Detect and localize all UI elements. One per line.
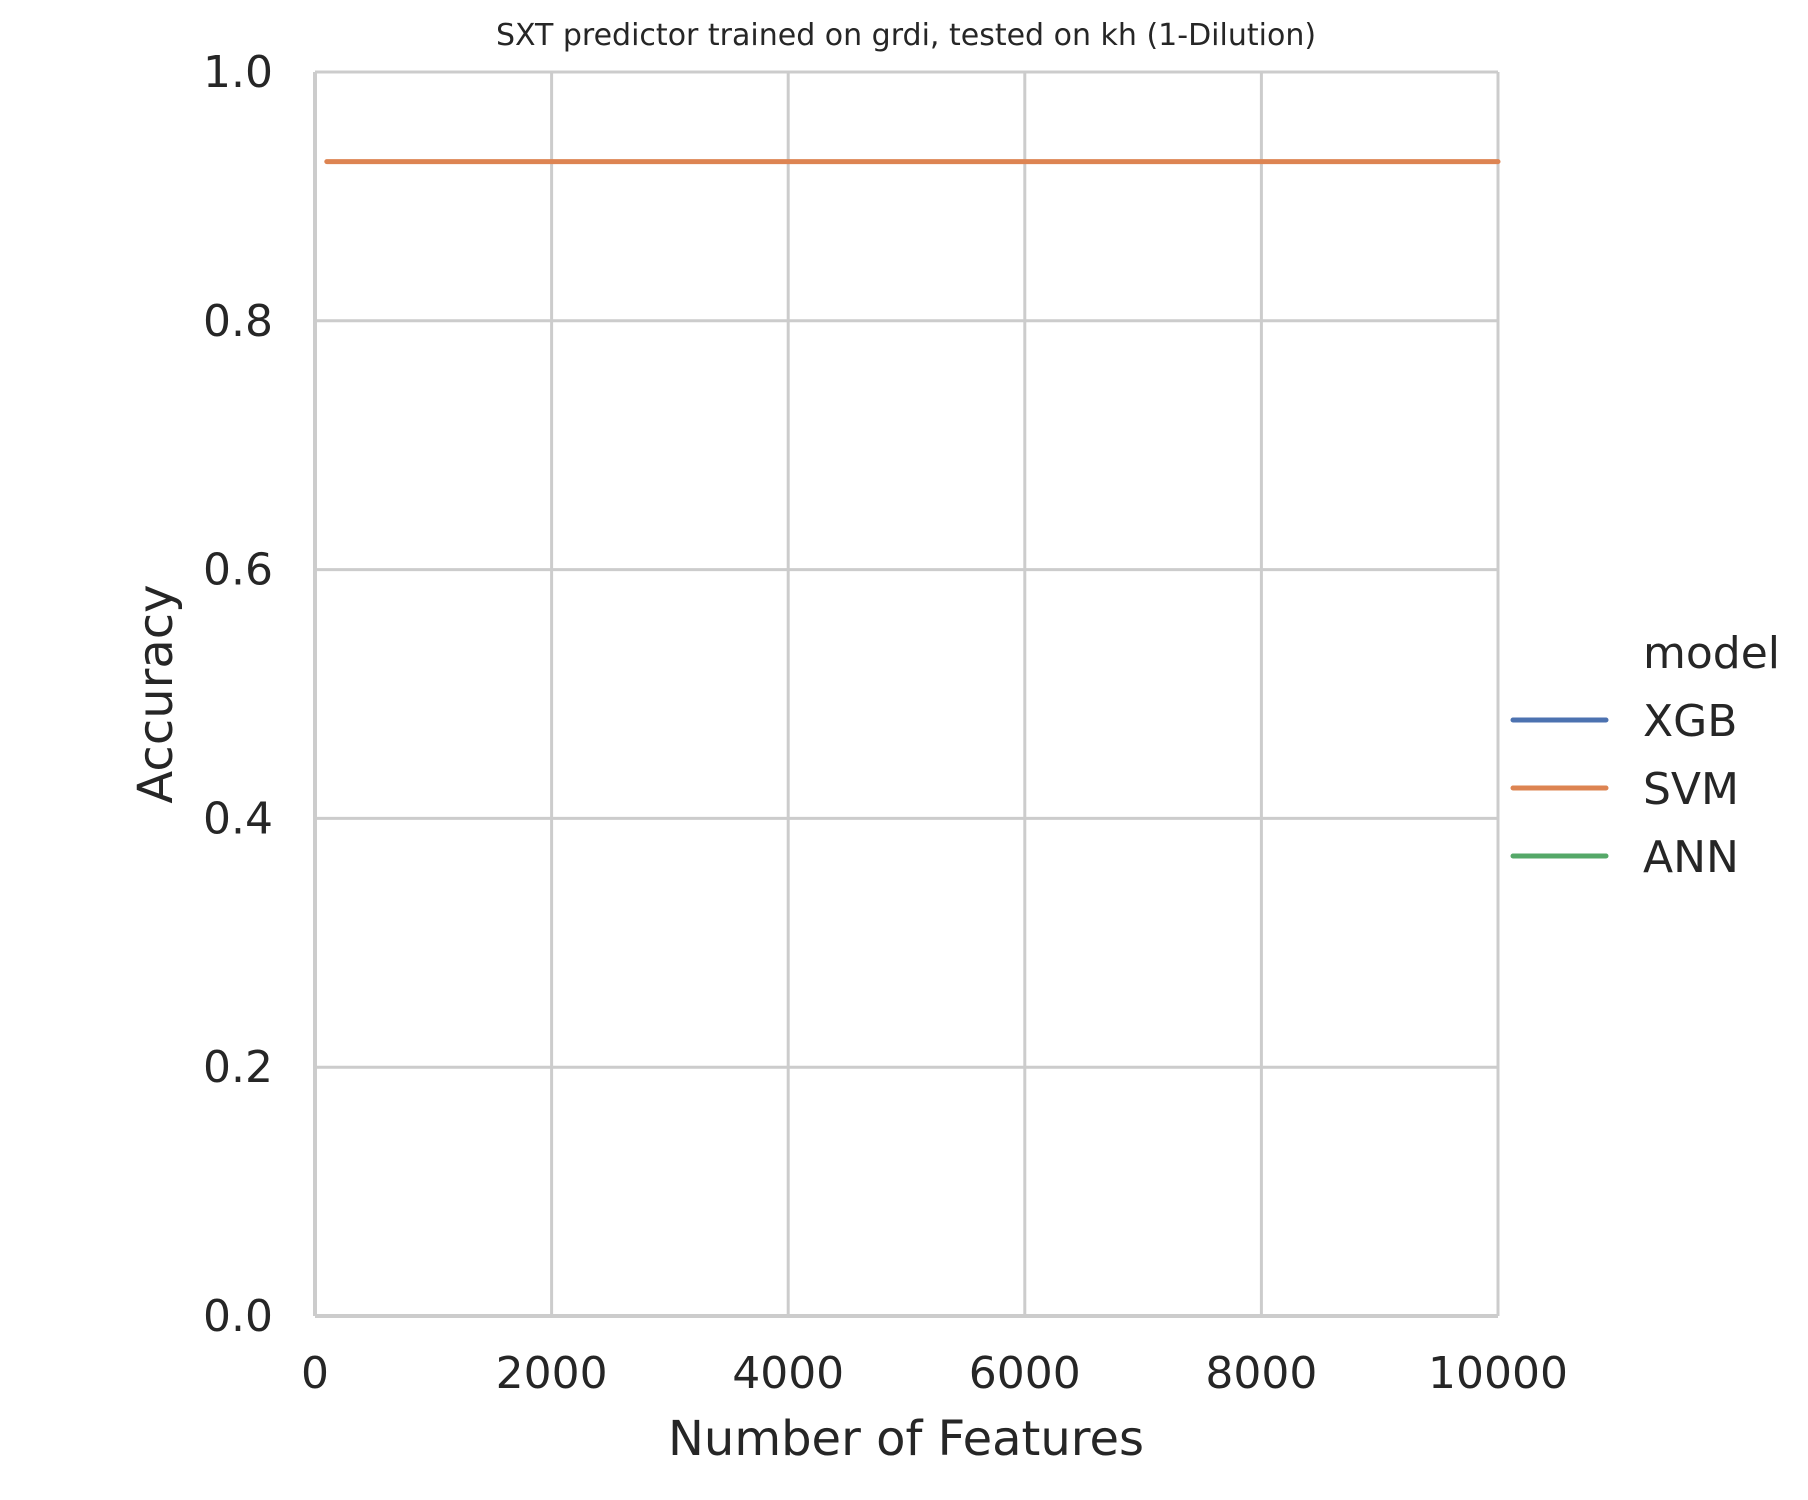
y-tick-label: 0.8 [203,296,273,347]
y-tick-label: 0.4 [203,793,273,844]
x-tick-label: 6000 [969,1348,1081,1399]
x-tick-label: 2000 [496,1348,608,1399]
legend-label-ann: ANN [1643,832,1739,883]
x-tick-label: 4000 [732,1348,844,1399]
legend: model XGB SVM ANN [1510,628,1780,883]
axes-spines [313,72,1498,1318]
legend-label-xgb: XGB [1643,696,1737,747]
legend-title: model [1643,628,1780,679]
y-tick-label: 0.0 [203,1291,273,1342]
y-axis-label: Accuracy [128,584,184,803]
legend-label-svm: SVM [1643,764,1739,815]
x-tick-label: 8000 [1205,1348,1317,1399]
x-axis-label: Number of Features [668,1411,1144,1467]
x-gridlines [313,72,1500,1316]
x-tick-labels: 0 2000 4000 6000 8000 10000 [301,1348,1568,1399]
chart-title: SXT predictor trained on grdi, tested on… [496,18,1316,53]
y-gridlines [315,70,1498,1318]
y-tick-labels: 0.0 0.2 0.4 0.6 0.8 1.0 [203,47,273,1342]
y-tick-label: 0.2 [203,1042,273,1093]
y-tick-label: 1.0 [203,47,273,98]
x-tick-label: 0 [301,1348,329,1399]
x-tick-label: 10000 [1428,1348,1568,1399]
y-tick-label: 0.6 [203,545,273,596]
